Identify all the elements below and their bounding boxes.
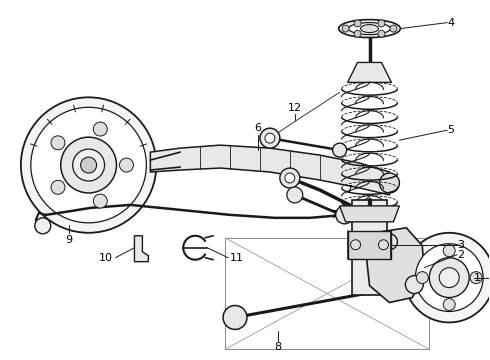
Polygon shape	[134, 236, 148, 262]
Polygon shape	[347, 62, 392, 82]
Circle shape	[390, 25, 397, 32]
Polygon shape	[340, 206, 399, 222]
Polygon shape	[367, 228, 424, 302]
Text: 8: 8	[274, 342, 281, 352]
Polygon shape	[347, 231, 392, 259]
Circle shape	[287, 187, 303, 203]
Circle shape	[333, 143, 346, 157]
Circle shape	[416, 272, 428, 284]
Circle shape	[378, 240, 389, 250]
Circle shape	[404, 233, 490, 323]
Circle shape	[379, 173, 399, 193]
Text: 2: 2	[457, 250, 465, 260]
Circle shape	[120, 158, 133, 172]
Circle shape	[470, 272, 482, 284]
Circle shape	[382, 234, 397, 250]
Text: 6: 6	[254, 123, 262, 133]
Circle shape	[439, 268, 459, 288]
Circle shape	[51, 136, 65, 150]
Ellipse shape	[339, 20, 400, 37]
Circle shape	[223, 306, 247, 329]
Circle shape	[378, 30, 385, 37]
Text: 4: 4	[447, 18, 454, 28]
Circle shape	[354, 30, 361, 37]
Circle shape	[260, 128, 280, 148]
Text: 7: 7	[344, 185, 352, 195]
Circle shape	[350, 240, 361, 250]
Text: 3: 3	[457, 240, 464, 250]
Text: 1: 1	[474, 273, 481, 283]
Circle shape	[443, 298, 455, 310]
Circle shape	[429, 258, 469, 298]
Ellipse shape	[348, 23, 391, 35]
Circle shape	[354, 20, 361, 27]
Ellipse shape	[361, 24, 378, 32]
Circle shape	[336, 206, 354, 224]
Text: 7: 7	[330, 210, 337, 220]
Circle shape	[342, 25, 349, 32]
Circle shape	[73, 149, 104, 181]
Circle shape	[378, 20, 385, 27]
Circle shape	[377, 235, 392, 249]
Circle shape	[405, 276, 423, 293]
Circle shape	[21, 97, 156, 233]
Text: 10: 10	[98, 253, 113, 263]
Circle shape	[93, 194, 107, 208]
Text: 9: 9	[65, 235, 72, 245]
Polygon shape	[150, 145, 390, 195]
Text: 5: 5	[447, 125, 454, 135]
Circle shape	[93, 122, 107, 136]
Text: 11: 11	[230, 253, 244, 263]
Circle shape	[443, 245, 455, 257]
Circle shape	[285, 173, 295, 183]
Polygon shape	[352, 200, 388, 294]
Circle shape	[51, 180, 65, 194]
Circle shape	[280, 168, 300, 188]
Circle shape	[35, 218, 51, 234]
Bar	[225, 238, 429, 349]
Circle shape	[31, 107, 147, 223]
Circle shape	[265, 133, 275, 143]
Circle shape	[61, 137, 117, 193]
Text: 12: 12	[288, 103, 302, 113]
Circle shape	[416, 244, 483, 311]
Circle shape	[81, 157, 97, 173]
